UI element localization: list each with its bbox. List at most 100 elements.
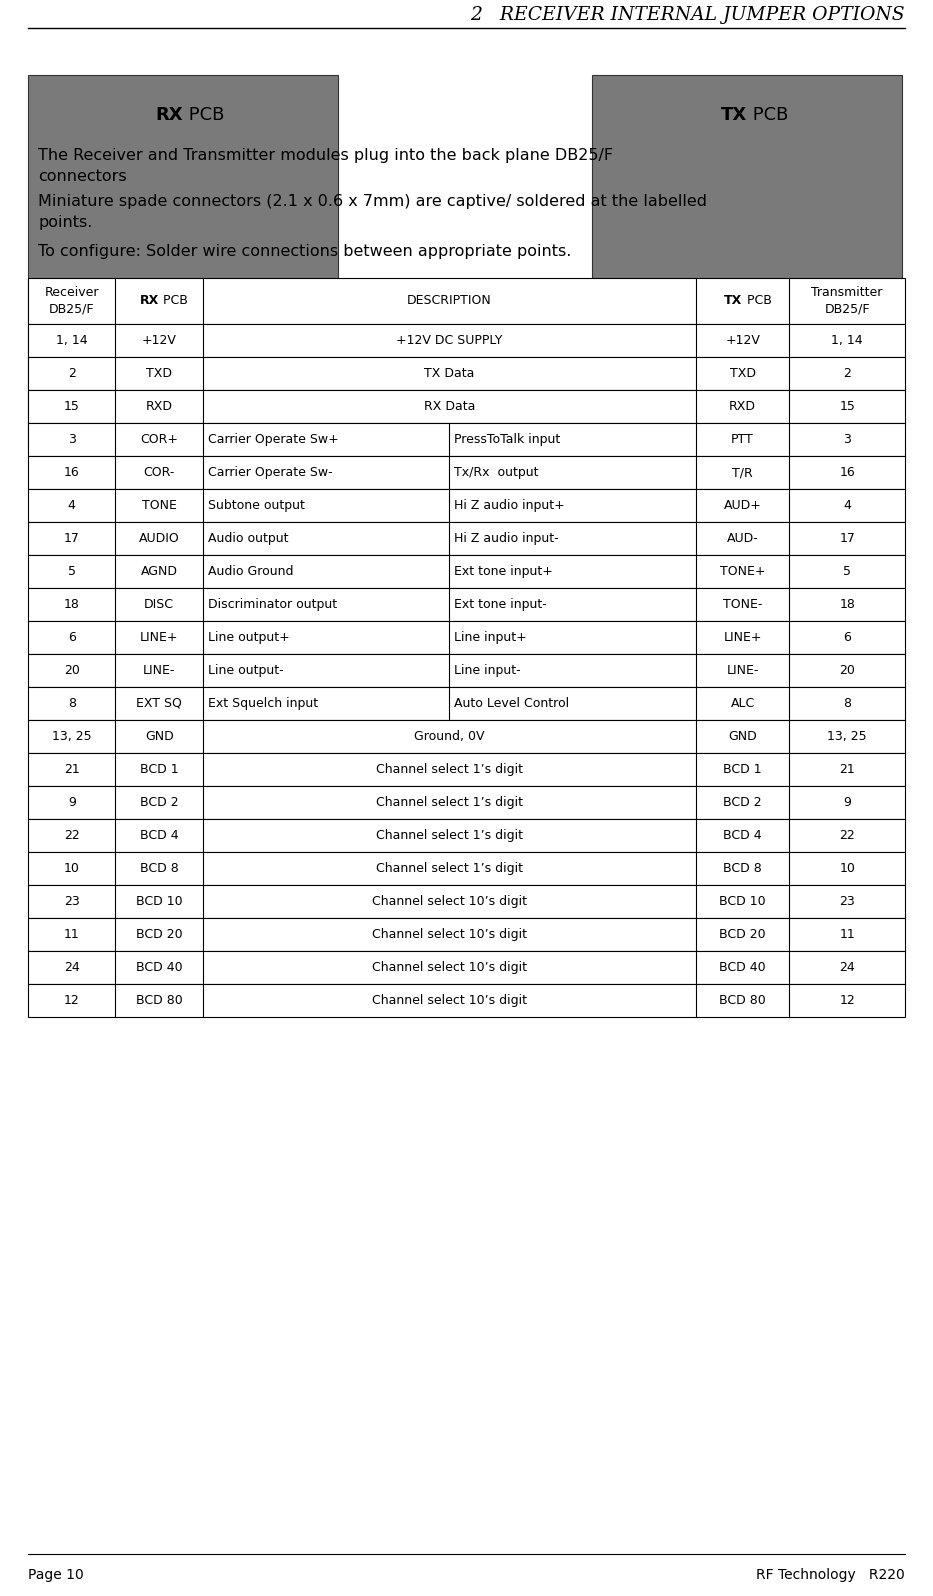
Text: TONE+: TONE+ <box>720 565 765 578</box>
Text: BCD 40: BCD 40 <box>719 961 766 974</box>
Text: 8: 8 <box>843 697 851 710</box>
Text: 16: 16 <box>63 466 79 479</box>
Text: BCD 4: BCD 4 <box>723 828 762 843</box>
Text: 23: 23 <box>840 895 855 908</box>
Text: 20: 20 <box>839 664 856 677</box>
Text: 24: 24 <box>63 961 79 974</box>
Text: Miniature spade connectors (2.1 x 0.6 x 7mm) are captive/ soldered at the labell: Miniature spade connectors (2.1 x 0.6 x … <box>38 195 707 209</box>
Text: DISC: DISC <box>145 598 174 611</box>
Bar <box>28 985 905 1017</box>
Text: 9: 9 <box>843 796 851 809</box>
Text: 21: 21 <box>840 763 855 776</box>
Bar <box>28 587 905 621</box>
Text: LINE+: LINE+ <box>723 630 762 645</box>
Bar <box>28 720 905 753</box>
Text: Hi Z audio input-: Hi Z audio input- <box>454 531 559 544</box>
Text: +12V: +12V <box>142 334 176 346</box>
Text: TX Data: TX Data <box>425 367 475 380</box>
Text: BCD 20: BCD 20 <box>719 927 766 942</box>
Text: Ext tone input+: Ext tone input+ <box>454 565 553 578</box>
Text: 17: 17 <box>63 531 79 544</box>
Text: LINE-: LINE- <box>727 664 759 677</box>
Text: 8: 8 <box>68 697 76 710</box>
Text: 12: 12 <box>63 994 79 1007</box>
Bar <box>28 654 905 686</box>
Text: COR+: COR+ <box>140 433 178 445</box>
Text: Line output+: Line output+ <box>208 630 290 645</box>
Text: DESCRIPTION: DESCRIPTION <box>407 295 492 308</box>
Text: AGND: AGND <box>141 565 178 578</box>
Text: 18: 18 <box>839 598 856 611</box>
Text: BCD 4: BCD 4 <box>140 828 178 843</box>
Text: 9: 9 <box>68 796 76 809</box>
Text: 6: 6 <box>843 630 851 645</box>
Text: BCD 80: BCD 80 <box>136 994 183 1007</box>
Text: TONE-: TONE- <box>723 598 762 611</box>
Text: 4: 4 <box>68 500 76 512</box>
Text: 11: 11 <box>840 927 855 942</box>
Text: BCD 10: BCD 10 <box>719 895 766 908</box>
Text: Ext Squelch input: Ext Squelch input <box>208 697 318 710</box>
Text: Line output-: Line output- <box>208 664 284 677</box>
Text: BCD 80: BCD 80 <box>719 994 766 1007</box>
Text: Carrier Operate Sw-: Carrier Operate Sw- <box>208 466 333 479</box>
Bar <box>28 358 905 389</box>
Text: DB25/F: DB25/F <box>49 303 94 316</box>
Text: 15: 15 <box>839 401 856 413</box>
Text: Ext tone input-: Ext tone input- <box>454 598 547 611</box>
Text: Audio output: Audio output <box>208 531 288 544</box>
Text: Subtone output: Subtone output <box>208 500 305 512</box>
Text: 11: 11 <box>63 927 79 942</box>
Text: BCD 40: BCD 40 <box>136 961 183 974</box>
Text: ALC: ALC <box>731 697 755 710</box>
Bar <box>28 819 905 852</box>
Text: TONE: TONE <box>142 500 176 512</box>
Text: Channel select 10’s digit: Channel select 10’s digit <box>372 961 527 974</box>
Text: 10: 10 <box>839 862 856 875</box>
Text: Audio Ground: Audio Ground <box>208 565 294 578</box>
Bar <box>28 886 905 918</box>
Text: PCB: PCB <box>743 295 772 308</box>
Bar <box>28 918 905 951</box>
Text: 3: 3 <box>68 433 76 445</box>
Text: BCD 2: BCD 2 <box>140 796 178 809</box>
Bar <box>28 324 905 358</box>
Bar <box>28 951 905 985</box>
Text: 13, 25: 13, 25 <box>52 729 91 744</box>
Bar <box>28 488 905 522</box>
Text: Channel select 1’s digit: Channel select 1’s digit <box>376 763 522 776</box>
Text: The Receiver and Transmitter modules plug into the back plane DB25/F: The Receiver and Transmitter modules plu… <box>38 148 613 163</box>
Text: TXD: TXD <box>146 367 173 380</box>
Text: 22: 22 <box>840 828 855 843</box>
Text: Channel select 1’s digit: Channel select 1’s digit <box>376 862 522 875</box>
Text: Channel select 10’s digit: Channel select 10’s digit <box>372 895 527 908</box>
Text: BCD 20: BCD 20 <box>136 927 183 942</box>
Text: BCD 8: BCD 8 <box>140 862 178 875</box>
Text: Channel select 1’s digit: Channel select 1’s digit <box>376 796 522 809</box>
Text: To configure: Solder wire connections between appropriate points.: To configure: Solder wire connections be… <box>38 244 571 259</box>
Bar <box>592 75 902 450</box>
Text: COR-: COR- <box>144 466 174 479</box>
Text: 4: 4 <box>843 500 851 512</box>
Text: 18: 18 <box>63 598 79 611</box>
Text: RX: RX <box>156 105 183 124</box>
Text: PressToTalk input: PressToTalk input <box>454 433 561 445</box>
Text: Tx/Rx  output: Tx/Rx output <box>454 466 539 479</box>
Bar <box>28 423 905 456</box>
Text: AUDIO: AUDIO <box>139 531 180 544</box>
Text: Channel select 1’s digit: Channel select 1’s digit <box>376 828 522 843</box>
Bar <box>28 852 905 886</box>
Text: TX: TX <box>724 295 743 308</box>
Text: T/R: T/R <box>732 466 753 479</box>
Text: RXD: RXD <box>146 401 173 413</box>
Text: +12V: +12V <box>725 334 760 346</box>
Text: 2   RECEIVER INTERNAL JUMPER OPTIONS: 2 RECEIVER INTERNAL JUMPER OPTIONS <box>470 6 905 24</box>
Text: Line input-: Line input- <box>454 664 521 677</box>
Text: RXD: RXD <box>729 401 756 413</box>
Text: Channel select 10’s digit: Channel select 10’s digit <box>372 994 527 1007</box>
Bar <box>28 75 338 450</box>
Text: 17: 17 <box>839 531 856 544</box>
Text: BCD 8: BCD 8 <box>723 862 762 875</box>
Text: Discriminator output: Discriminator output <box>208 598 337 611</box>
Text: +12V DC SUPPLY: +12V DC SUPPLY <box>397 334 503 346</box>
